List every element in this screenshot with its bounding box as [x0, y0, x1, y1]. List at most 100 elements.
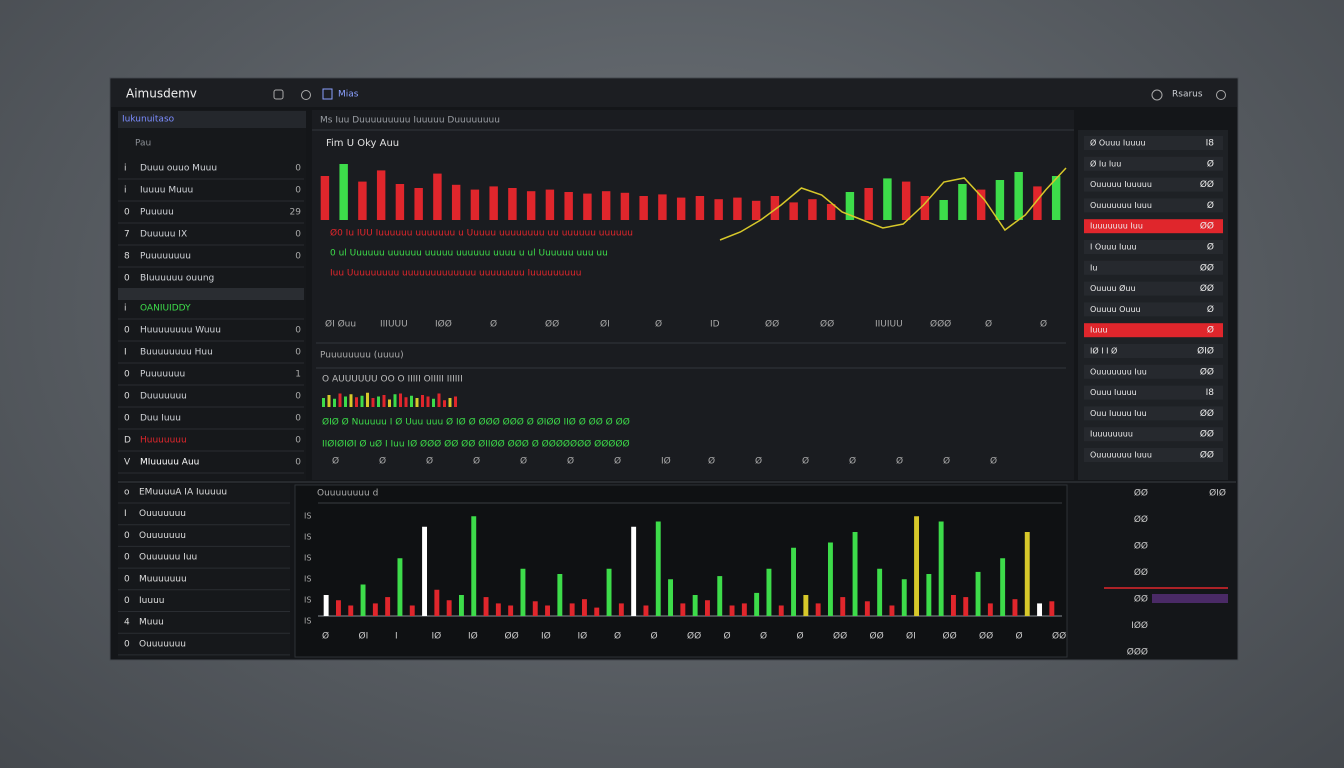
bar: [676, 197, 686, 220]
mini-bar: [327, 395, 331, 407]
row-label: Iuuuuuuu Iuu: [1090, 222, 1143, 231]
ticker-line: ØIØ Ø Nuuuuu I Ø Uuu uuu Ø IØ Ø ØØØ ØØØ …: [322, 417, 630, 428]
bar: [901, 181, 911, 220]
x-label: Ø: [1016, 631, 1023, 642]
row-label: Muuu: [139, 618, 164, 628]
row-value: ØØ: [1200, 179, 1214, 190]
x-label: Ø: [651, 631, 658, 642]
row-label: Duuu ouuo Muuu: [140, 164, 217, 174]
row-value: ØØ: [1200, 283, 1214, 294]
mini-bar: [349, 394, 353, 407]
y-label: IS: [304, 617, 311, 626]
volume-bar: [877, 568, 883, 616]
row-num: 0: [124, 208, 130, 218]
bar: [358, 181, 367, 220]
volume-bar: [668, 579, 674, 616]
volume-bar: [852, 532, 858, 616]
row-badge: 0: [295, 348, 301, 358]
row-label: Duu Iuuu: [140, 414, 181, 424]
bar: [339, 164, 348, 220]
ticker-line: IIØIØIØI Ø uØ I Iuu IØ ØØØ ØØ ØØ ØIIØØ Ø…: [322, 439, 630, 450]
row-num: 0: [124, 370, 130, 380]
volume-bar: [1024, 532, 1030, 616]
x-label: ØØ: [979, 631, 993, 642]
mini-bar: [426, 396, 430, 407]
volume-bar: [471, 516, 477, 616]
row-label: Ouu Iuuuu Iuu: [1090, 409, 1147, 418]
tab[interactable]: Mias: [338, 90, 359, 100]
user[interactable]: Rsarus: [1172, 90, 1203, 100]
row-value: I8: [1206, 139, 1215, 149]
icon[interactable]: [1216, 90, 1226, 100]
bar: [564, 192, 573, 220]
icon[interactable]: [301, 90, 311, 100]
volume-bar: [335, 600, 341, 616]
row-label: Duuuuuuu: [140, 392, 187, 402]
main-panel: [312, 110, 1074, 480]
row-bg: [1084, 240, 1223, 254]
bar: [995, 180, 1005, 220]
bar: [526, 191, 536, 220]
row-label: Ouuuuuu Iuu: [139, 553, 197, 563]
row-label: Duuuuu IX: [140, 230, 187, 240]
title-bar: [111, 79, 1237, 107]
row-label: Buuuuuuuu Huu: [140, 348, 213, 358]
bar: [376, 170, 386, 220]
row-num: 0: [124, 392, 130, 402]
volume-bar: [704, 600, 710, 616]
volume-bar: [458, 595, 464, 616]
volume-bar: [1049, 601, 1055, 616]
filter[interactable]: Pau: [135, 139, 151, 149]
axis-label: Ø: [849, 456, 856, 467]
volume-bar: [655, 521, 661, 616]
volume-bar: [434, 589, 440, 616]
mini-bar: [443, 400, 446, 407]
row-value: ØØ: [1200, 366, 1214, 377]
row-num: 0: [124, 574, 130, 584]
volume-bar: [372, 603, 378, 616]
mini-bar: [382, 395, 386, 407]
row-value: ØØ: [1200, 408, 1214, 419]
row-badge: 0: [295, 186, 301, 196]
axis-label: IØ: [661, 456, 671, 467]
icon[interactable]: [273, 89, 284, 100]
row-bg: [1084, 156, 1223, 171]
bar: [395, 184, 405, 220]
row-badge: 0: [295, 326, 301, 336]
x-label: IØ: [541, 631, 551, 642]
tab-icon[interactable]: [322, 88, 333, 100]
x-label: ØØ: [943, 631, 957, 642]
x-label: Ø: [614, 631, 621, 642]
bar: [470, 189, 480, 220]
axis-label: IIUIUU: [875, 320, 903, 330]
volume-bar: [545, 605, 551, 616]
bar: [545, 189, 555, 220]
axis-label: Ø: [614, 456, 621, 467]
volume-bar: [618, 603, 624, 616]
bar: [601, 191, 611, 220]
volume-bar: [827, 542, 833, 616]
bottom-list: [118, 484, 290, 658]
volume-bar: [1012, 599, 1018, 616]
axis-label: ØØØ: [930, 319, 951, 330]
volume-bar: [1000, 558, 1006, 616]
icon[interactable]: [1151, 89, 1163, 101]
mini-bar: [333, 398, 336, 407]
bar: [845, 192, 855, 220]
volume-bar: [631, 526, 637, 616]
volume-bar: [323, 595, 329, 616]
value: ØØØ: [1127, 647, 1148, 658]
axis-label: Ø: [943, 456, 950, 467]
volume-bar: [987, 603, 993, 616]
bar: [695, 196, 705, 220]
mini-bar: [432, 398, 435, 407]
row-badge: 0: [295, 458, 301, 468]
app-title: Aimusdemv: [126, 87, 197, 101]
mini-bar: [344, 396, 347, 407]
row-num: 7: [124, 230, 130, 240]
mini-bar: [360, 395, 364, 407]
ticker-line: Iuu Uuuuuuuuu uuuuuuuuuuuuu uuuuuuuu Iuu…: [330, 269, 582, 279]
value: ØØ: [1134, 567, 1148, 578]
row-label: OANIUIDDY: [140, 304, 191, 314]
